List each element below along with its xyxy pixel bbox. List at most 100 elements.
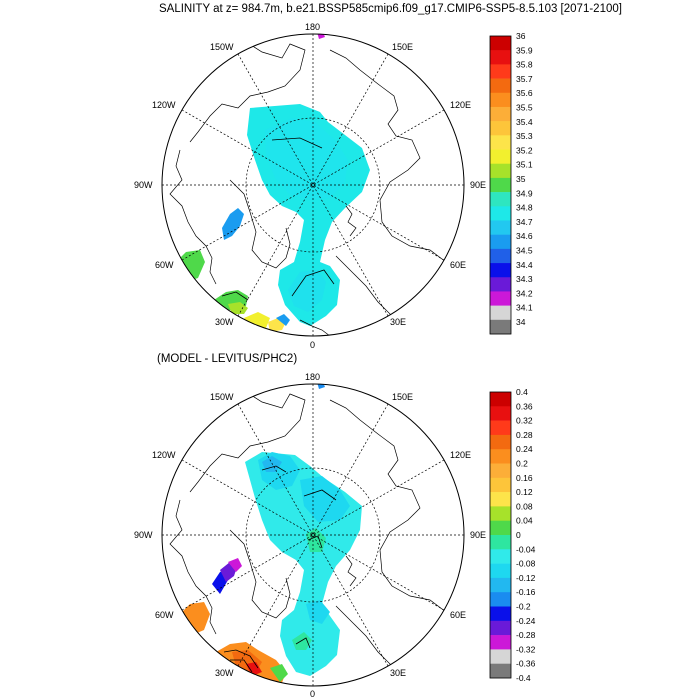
panel2-colorbar-tick-label: 0.16 [516, 473, 533, 483]
panel2-label-60e: 60E [450, 610, 466, 620]
panel1-label-30e: 30E [390, 317, 406, 327]
panel1-colorbar-tick-label: 35.6 [516, 88, 533, 98]
panel2-colorbar-tick-label: -0.2 [516, 602, 531, 612]
panel1-colorbar-swatch [490, 319, 511, 335]
panel2-colorbar-tick-label: 0.12 [516, 487, 533, 497]
panel1-label-60e: 60E [450, 260, 466, 270]
panel2-colorbar-swatch [490, 635, 511, 650]
panel1-colorbar-swatch [490, 163, 511, 179]
panel1-colorbar-swatch [490, 248, 511, 264]
panel2-colorbar-tick-label: -0.04 [516, 544, 536, 554]
panel1-colorbar-frame [489, 35, 512, 335]
panel2-colorbar-tick-label: -0.4 [516, 673, 531, 683]
panel1-colorbar-tick-label: 34.5 [516, 246, 533, 256]
panel1-graticule [162, 34, 464, 336]
panel1-label-180: 180 [305, 22, 320, 32]
panel1-map: 180 0 90W 90E 150W 150E 120W 120E 60W 60… [134, 22, 486, 350]
panel1-colorbar-tick-label: 36 [516, 31, 526, 41]
panel2-colorbar-swatch [490, 535, 511, 550]
panel2-colorbar-swatch [490, 520, 511, 536]
panel2-boundary [161, 383, 465, 687]
panel1-colorbar-tick-label: 35.3 [516, 131, 533, 141]
panel2-colorbar-tick-label: 0.28 [516, 430, 533, 440]
panel1-longitude-labels: 180 0 90W 90E 150W 150E 120W 120E 60W 60… [134, 22, 486, 350]
panel2-colorbar-tick-label: 0.08 [516, 501, 533, 511]
panel2-colorbar-swatch [490, 549, 511, 564]
panel2-colorbar-tick-label: 0.04 [516, 516, 533, 526]
panel2-colorbar-tick-label: -0.28 [516, 630, 536, 640]
panel1-colorbar-swatch [490, 121, 511, 136]
panel1-colorbar-swatch [490, 50, 511, 65]
panel2-map: 180 0 90W 90E 150W 150E 120W 120E 60W 60… [134, 372, 486, 699]
panel2-colorbar-tick-label: 0.32 [516, 416, 533, 426]
panel1-colorbar-swatch [490, 220, 511, 235]
panel1-label-120e: 120E [450, 100, 471, 110]
panel2-colorbar-swatch [490, 506, 511, 521]
panel2-colorbar-tick-label: -0.16 [516, 587, 536, 597]
panel1-colorbar-swatch [490, 64, 511, 79]
panel2-colorbar-tick-label: 0.24 [516, 444, 533, 454]
panel2-difference-field [169, 384, 447, 686]
panel1-colorbar-tick-label: 34.4 [516, 260, 533, 270]
panel2-label-120e: 120E [450, 450, 471, 460]
panel2-colorbar-swatch [490, 649, 511, 664]
panel2-colorbar-swatch [490, 463, 511, 479]
panel1-label-30w: 30W [215, 317, 234, 327]
panel1-label-90w: 90W [134, 180, 153, 190]
panel2-label-120w: 120W [152, 450, 176, 460]
panel2-colorbar-tick-label: -0.24 [516, 616, 536, 626]
panel2-colorbar-tick-label: -0.36 [516, 659, 536, 669]
panel1-title: SALINITY at z= 984.7m, b.e21.BSSP585cmip… [159, 3, 622, 15]
panel1-colorbar-swatch [490, 291, 511, 306]
panel2-colorbar-swatch [490, 477, 511, 493]
panel2-colorbar-swatch [490, 406, 511, 421]
panel2-label-150e: 150E [392, 392, 413, 402]
panel1-colorbar-swatch [490, 277, 511, 292]
panel1-colorbar-tick-label: 35.9 [516, 45, 533, 55]
panel1-colorbar-tick-label: 34.8 [516, 203, 533, 213]
panel2-colorbar-tick-label: -0.12 [516, 573, 536, 583]
panel2-colorbar-tick-label: -0.08 [516, 559, 536, 569]
panel1-colorbar-tick-label: 34 [516, 317, 526, 327]
panel1-label-150w: 150W [210, 42, 234, 52]
panel1-colorbar-tick-label: 34.7 [516, 217, 533, 227]
panel2-colorbar-swatch [490, 563, 511, 579]
panel2-colorbar-swatch [490, 663, 511, 679]
panel2-label-0: 0 [310, 689, 315, 699]
panel2-colorbar-tick-label: 0.2 [516, 459, 528, 469]
panel2-colorbar: 0.4 0.36 0.32 0.28 0.24 0.2 0.16 0.12 0.08 0.04 0 -… [489, 387, 536, 683]
panel2-colorbar-swatch [490, 449, 511, 464]
panel1-boundary [161, 33, 465, 337]
panel1-colorbar: 36 35.9 35.8 35.7 35.6 35.5 35.4 35.3 35.2 35.1 35… [489, 31, 533, 335]
panel2-label-180: 180 [305, 372, 320, 382]
panel1-colorbar-swatch [490, 206, 511, 221]
panel2-colorbar-swatch [490, 620, 511, 636]
panel2-colorbar-tick-label: 0.4 [516, 387, 528, 397]
panel2-label-60w: 60W [155, 610, 174, 620]
panel2-colorbar-tick-label: 0 [516, 530, 521, 540]
panel1-colorbar-swatch [490, 234, 511, 250]
panel1-colorbar-tick-label: 35.2 [516, 145, 533, 155]
panel2-colorbar-frame [489, 391, 512, 679]
panel2-colorbar-swatch [490, 606, 511, 622]
panel1-colorbar-swatch [490, 192, 511, 207]
panel1-label-90e: 90E [470, 180, 486, 190]
panel1-label-0: 0 [310, 340, 315, 350]
panel2-longitude-labels: 180 0 90W 90E 150W 150E 120W 120E 60W 60… [134, 372, 486, 699]
panel1-colorbar-swatch [490, 92, 511, 108]
panel1-colorbar-swatch [490, 36, 511, 51]
panel1-colorbar-swatch [490, 305, 511, 321]
panel1-colorbar-tick-label: 35.1 [516, 160, 533, 170]
panel1-colorbar-swatch [490, 177, 511, 193]
panel1-colorbar-tick-label: 35.4 [516, 117, 533, 127]
panel1-label-120w: 120W [152, 100, 176, 110]
panel2-label-30e: 30E [390, 668, 406, 678]
panel1-label-150e: 150E [392, 42, 413, 52]
panel1-colorbar-swatch [490, 106, 511, 122]
panel1-colorbar-swatch [490, 149, 511, 165]
panel1-colorbar-tick-label: 35.7 [516, 74, 533, 84]
panel1-colorbar-swatch [490, 263, 511, 278]
panel2-colorbar-swatch [490, 592, 511, 607]
panel2-colorbar-swatch [490, 492, 511, 507]
